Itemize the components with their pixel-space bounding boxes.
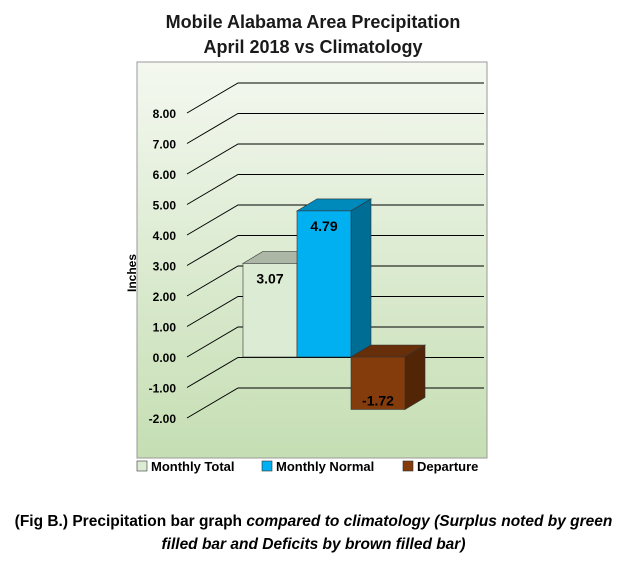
y-tick-label: 2.00	[153, 290, 177, 304]
legend-label: Monthly Total	[151, 459, 235, 474]
bar-data-label: 3.07	[256, 270, 283, 286]
y-tick-label: 5.00	[153, 199, 177, 213]
bar-front-face	[296, 210, 352, 358]
legend-label: Monthly Normal	[276, 459, 374, 474]
bar-monthly-normal: 4.79	[295, 198, 373, 358]
chart-title: Mobile Alabama Area Precipitation	[166, 12, 461, 32]
chart-subtitle: April 2018 vs Climatology	[203, 37, 422, 57]
y-tick-label: 4.00	[153, 229, 177, 243]
figure-caption: (Fig B.) Precipitation bar graph compare…	[0, 510, 627, 556]
y-tick-label: 3.00	[153, 260, 177, 274]
bar-data-label: -1.72	[362, 392, 394, 408]
caption-lead: (Fig B.) Precipitation bar graph	[14, 513, 247, 530]
legend-swatch	[402, 460, 414, 472]
y-tick-label: -2.00	[149, 412, 177, 426]
bar-data-label: 4.79	[310, 218, 337, 234]
gridline	[186, 82, 484, 114]
gridline	[186, 296, 484, 327]
bar-side-face	[350, 198, 372, 358]
legend-swatch	[261, 460, 273, 472]
bar-front-face	[350, 356, 406, 410]
gridline	[186, 265, 484, 297]
gridline	[186, 174, 484, 205]
legend-swatch	[136, 460, 148, 472]
y-tick-label: 8.00	[153, 107, 177, 121]
y-tick-label: 0.00	[153, 351, 177, 365]
y-tick-label: 6.00	[153, 168, 177, 182]
y-tick-label: -1.00	[149, 382, 177, 396]
caption-italic: compared to climatology (Surplus noted b…	[161, 513, 613, 553]
gridline	[186, 326, 484, 358]
bars: 3.07 4.79 -1.72	[241, 198, 427, 410]
gridlines	[186, 82, 484, 419]
precipitation-chart: 8.00 7.00 6.00 5.00 4.00 3.00 2.00 1.00 0.00 -1.0…	[125, 12, 488, 474]
legend: Monthly Total Monthly Normal Departure	[136, 459, 478, 474]
gridline	[186, 113, 484, 144]
gridline	[186, 204, 484, 236]
bar-departure: -1.72	[349, 344, 427, 410]
y-tick-label: 1.00	[153, 321, 177, 335]
y-axis-ticks: 8.00 7.00 6.00 5.00 4.00 3.00 2.00 1.00 0.00 -1.0…	[149, 107, 177, 426]
gridline	[186, 235, 484, 266]
legend-label: Departure	[417, 459, 478, 474]
y-tick-label: 7.00	[153, 138, 177, 152]
bar-front-face	[242, 263, 298, 358]
gridline	[186, 143, 484, 175]
y-axis-label: Inches	[125, 254, 139, 292]
